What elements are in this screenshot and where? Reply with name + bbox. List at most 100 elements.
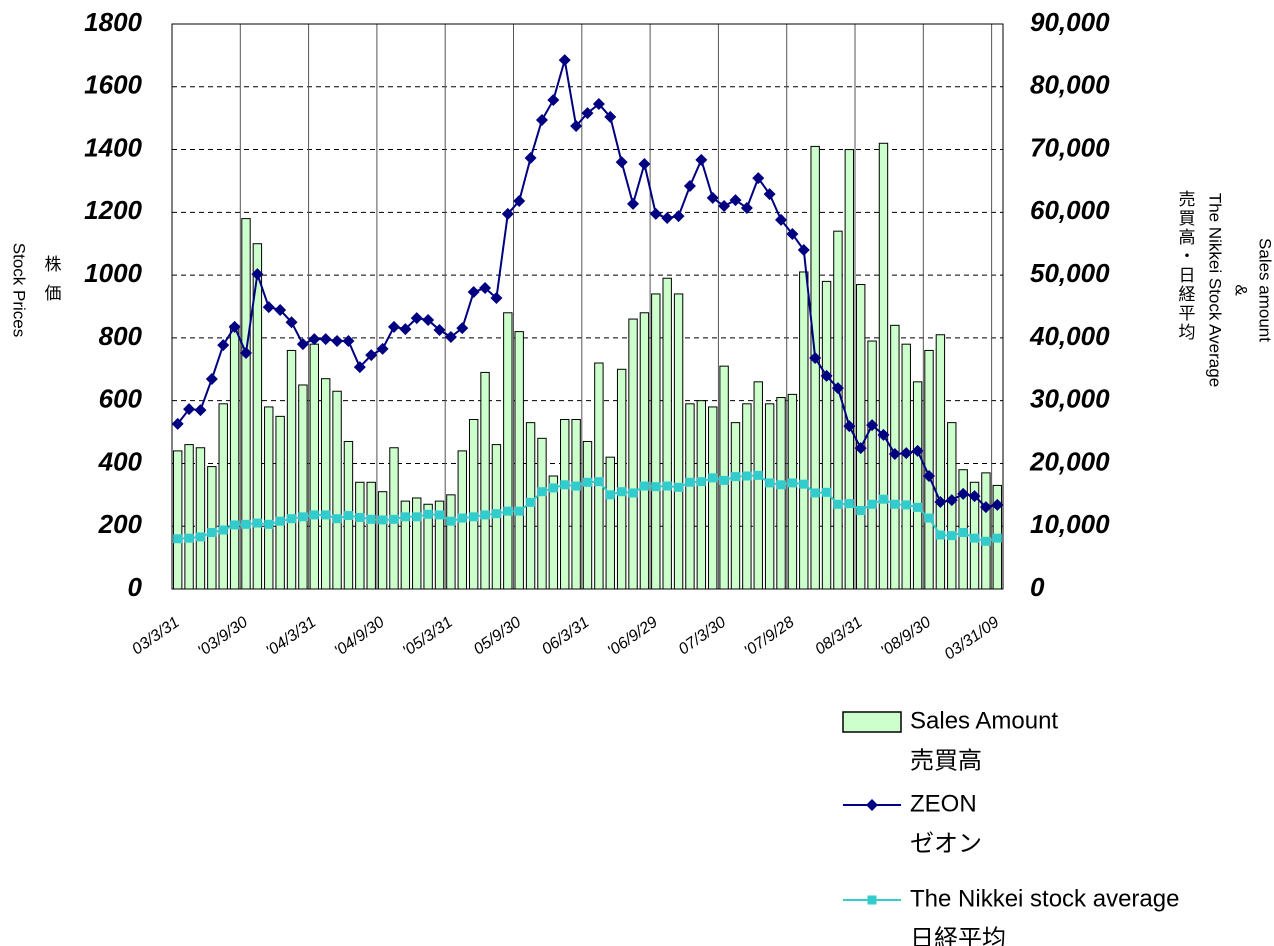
bar [332, 390, 342, 590]
point [627, 197, 640, 210]
bar [628, 318, 638, 590]
point [194, 404, 207, 417]
legend-marker [867, 895, 877, 905]
point [968, 490, 981, 503]
point [639, 481, 649, 491]
point [287, 514, 297, 524]
x-tick-label: 05/9/30 [471, 614, 525, 659]
point [342, 335, 355, 348]
bar [400, 500, 411, 590]
legend-marker [866, 799, 878, 811]
bar [377, 491, 388, 590]
y2-tick-label: 30,000 [1030, 384, 1110, 414]
point [947, 531, 957, 541]
x-tick-label: '04/3/31 [263, 614, 319, 660]
x-tick-label: '08/9/30 [878, 614, 934, 660]
y2-axis-title: Sales amount [1256, 238, 1274, 342]
point [171, 417, 184, 430]
x-tick-label: '06/9/29 [605, 614, 661, 660]
y2-tick-label: 20,000 [1029, 446, 1110, 476]
point [604, 110, 617, 123]
point [423, 509, 433, 519]
y-tick-label: 400 [98, 446, 143, 476]
point [615, 156, 628, 169]
point [479, 281, 492, 294]
point [900, 447, 913, 460]
bar [924, 349, 934, 590]
point [412, 512, 422, 522]
point [446, 516, 456, 526]
legend-label: The Nikkei stock average [910, 885, 1179, 912]
y2-tick-label: 70,000 [1030, 132, 1110, 162]
y-axis-title: Stock Prices [10, 243, 29, 337]
point [706, 191, 719, 204]
point [207, 528, 217, 537]
y2-tick-label: 40,000 [1029, 321, 1110, 351]
bar [856, 284, 866, 590]
bar [799, 271, 809, 590]
point [387, 320, 400, 333]
point [970, 533, 980, 543]
point [775, 213, 788, 226]
bar [412, 497, 422, 590]
bar [662, 277, 672, 590]
bar [366, 481, 376, 590]
point [296, 338, 309, 351]
bar [605, 456, 615, 590]
bar [320, 378, 331, 590]
point [469, 512, 479, 522]
bar [468, 419, 479, 590]
point [332, 514, 342, 524]
point [570, 120, 583, 133]
bar [696, 400, 707, 590]
point [184, 533, 194, 543]
point [274, 303, 287, 316]
legend-label-ja: 日経平均 [910, 925, 1006, 946]
point [822, 487, 832, 497]
bar [514, 331, 524, 590]
y-tick-label: 800 [99, 321, 143, 351]
bar [616, 368, 627, 590]
point [241, 519, 251, 529]
y-tick-label: 1000 [84, 258, 142, 288]
point [957, 487, 970, 500]
y2-axis-title-amp: & [1232, 284, 1251, 296]
bar [480, 371, 490, 590]
y-tick-label: 1400 [84, 132, 142, 162]
point [718, 200, 731, 213]
point [173, 534, 183, 544]
point [787, 478, 797, 488]
point [753, 470, 763, 480]
point [695, 153, 708, 166]
point [844, 499, 854, 509]
point [399, 323, 412, 336]
point [195, 532, 205, 542]
bar [730, 422, 741, 590]
point [378, 515, 388, 525]
point [991, 498, 1004, 511]
legend-label-ja: 売買高 [910, 747, 982, 774]
bar [673, 293, 684, 590]
point [308, 333, 321, 346]
point [239, 346, 252, 359]
point [228, 320, 241, 333]
point [820, 369, 833, 382]
point [491, 509, 501, 519]
point [992, 533, 1002, 543]
y2-axis-title-ja: 売買高・日経平均 [1176, 190, 1196, 342]
point [605, 490, 615, 500]
point [251, 268, 264, 281]
x-tick-label: '05/3/31 [400, 614, 456, 660]
point [833, 499, 843, 509]
y2-tick-label: 0 [1030, 572, 1045, 602]
legend-label: Sales Amount [910, 707, 1058, 734]
point [422, 313, 435, 326]
point [776, 480, 786, 490]
bar [275, 415, 285, 590]
x-tick-label: '07/9/28 [741, 614, 797, 660]
bar [241, 218, 251, 590]
point [662, 481, 672, 491]
bar [787, 393, 798, 590]
point [740, 201, 753, 214]
